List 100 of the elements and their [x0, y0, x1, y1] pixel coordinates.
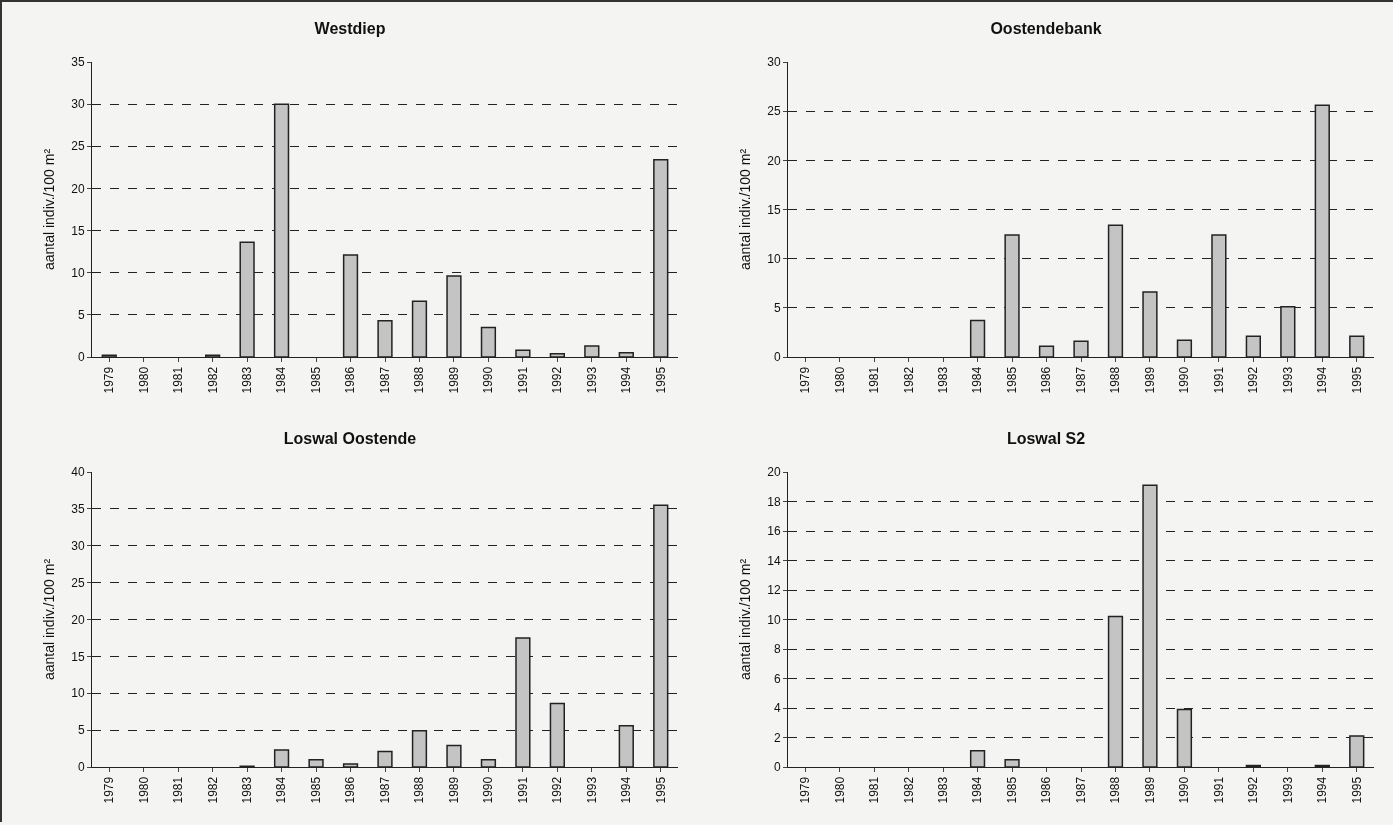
x-tick-label: 1993 — [1280, 776, 1295, 804]
x-tick-label: 1983 — [936, 776, 951, 804]
x-tick-label: 1992 — [1246, 366, 1261, 394]
x-tick-label: 1992 — [1246, 776, 1261, 804]
y-tick-label: 20 — [71, 612, 85, 627]
x-tick-label: 1992 — [550, 366, 565, 394]
x-tick-label: 1987 — [377, 776, 392, 804]
x-tick-label: 1990 — [481, 776, 496, 804]
x-tick-label: 1982 — [901, 366, 916, 394]
y-axis-title: aantal indiv./100 m² — [737, 148, 753, 271]
x-tick-label: 1994 — [1315, 776, 1330, 804]
y-tick-label: 20 — [71, 181, 85, 196]
x-tick-label: 1995 — [653, 366, 668, 394]
x-tick-label: 1989 — [1142, 366, 1157, 394]
x-tick-label: 1991 — [515, 776, 530, 804]
y-tick-label: 25 — [767, 104, 781, 119]
x-tick-label: 1994 — [619, 366, 634, 394]
y-tick-label: 10 — [767, 251, 781, 266]
y-axis-title: aantal indiv./100 m² — [41, 558, 57, 681]
x-tick-label: 1983 — [936, 366, 951, 394]
x-tick-label: 1993 — [584, 776, 599, 804]
x-tick-label: 1984 — [274, 776, 289, 804]
x-tick-label: 1984 — [970, 776, 985, 804]
x-tick-label: 1993 — [584, 366, 599, 394]
y-tick-label: 10 — [71, 265, 85, 280]
x-tick-label: 1990 — [1177, 776, 1192, 804]
x-tick-label: 1988 — [1108, 366, 1123, 394]
y-tick-label: 35 — [71, 502, 85, 517]
y-tick-label: 40 — [71, 465, 85, 480]
x-tick-label: 1983 — [240, 366, 255, 394]
x-tick-label: 1982 — [205, 776, 220, 804]
chart-title: Oostendebank — [990, 19, 1102, 37]
x-tick-label: 1984 — [274, 366, 289, 394]
x-tick-label: 1988 — [1108, 776, 1123, 804]
y-tick-label: 30 — [71, 538, 85, 553]
x-tick-label: 1979 — [102, 776, 117, 804]
x-tick-label: 1981 — [867, 776, 882, 804]
x-tick-label: 1994 — [619, 776, 634, 804]
y-tick-label: 4 — [773, 701, 781, 716]
y-tick-label: 2 — [773, 730, 781, 745]
y-tick-label: 10 — [767, 612, 781, 627]
x-tick-label: 1984 — [970, 366, 985, 394]
x-tick-label: 1979 — [798, 776, 813, 804]
y-tick-label: 35 — [71, 55, 85, 70]
y-tick-label: 6 — [773, 671, 781, 686]
y-tick-label: 20 — [767, 465, 781, 480]
x-tick-label: 1980 — [136, 366, 151, 394]
chart-title: Loswal Oostende — [283, 429, 417, 447]
x-tick-label: 1986 — [343, 366, 358, 394]
y-tick-label: 18 — [767, 494, 781, 509]
y-tick-label: 0 — [77, 760, 85, 775]
y-tick-label: 25 — [71, 139, 85, 154]
x-tick-label: 1985 — [1004, 366, 1019, 394]
y-tick-label: 12 — [767, 583, 781, 598]
x-tick-label: 1985 — [1004, 776, 1019, 804]
x-tick-label: 1988 — [412, 776, 427, 804]
x-tick-label: 1995 — [653, 776, 668, 804]
x-tick-label: 1982 — [901, 776, 916, 804]
x-tick-label: 1990 — [1177, 366, 1192, 394]
y-tick-label: 16 — [767, 524, 781, 539]
x-tick-label: 1979 — [102, 366, 117, 394]
x-tick-label: 1989 — [446, 776, 461, 804]
x-tick-label: 1981 — [867, 366, 882, 394]
y-tick-label: 8 — [773, 642, 781, 657]
y-tick-label: 5 — [77, 308, 85, 323]
x-tick-label: 1987 — [377, 366, 392, 394]
x-tick-label: 1983 — [240, 776, 255, 804]
x-tick-label: 1991 — [1211, 366, 1226, 394]
x-tick-label: 1989 — [1142, 776, 1157, 804]
x-tick-label: 1980 — [136, 776, 151, 804]
x-tick-label: 1982 — [205, 366, 220, 394]
y-tick-label: 15 — [767, 202, 781, 217]
x-tick-label: 1985 — [308, 776, 323, 804]
y-tick-label: 0 — [773, 760, 781, 775]
y-tick-label: 15 — [71, 649, 85, 664]
x-tick-label: 1987 — [1073, 776, 1088, 804]
x-tick-label: 1990 — [481, 366, 496, 394]
x-tick-label: 1995 — [1349, 776, 1364, 804]
y-tick-label: 30 — [71, 97, 85, 112]
y-tick-label: 20 — [767, 153, 781, 168]
x-tick-label: 1993 — [1280, 366, 1295, 394]
y-tick-label: 5 — [773, 301, 781, 316]
y-tick-label: 0 — [77, 350, 85, 365]
x-tick-label: 1979 — [798, 366, 813, 394]
x-tick-label: 1995 — [1349, 366, 1364, 394]
x-tick-label: 1992 — [550, 776, 565, 804]
x-tick-label: 1986 — [1039, 366, 1054, 394]
y-tick-label: 25 — [71, 575, 85, 590]
x-tick-label: 1985 — [308, 366, 323, 394]
x-tick-label: 1987 — [1073, 366, 1088, 394]
x-tick-label: 1981 — [171, 366, 186, 394]
y-tick-label: 10 — [71, 686, 85, 701]
x-tick-label: 1981 — [171, 776, 186, 804]
chart-title: Westdiep — [314, 19, 386, 37]
x-tick-label: 1991 — [1211, 776, 1226, 804]
x-tick-label: 1989 — [446, 366, 461, 394]
x-tick-label: 1986 — [1039, 776, 1054, 804]
y-axis-title: aantal indiv./100 m² — [41, 148, 57, 271]
chart-title: Loswal S2 — [1006, 429, 1086, 447]
x-tick-label: 1994 — [1315, 366, 1330, 394]
